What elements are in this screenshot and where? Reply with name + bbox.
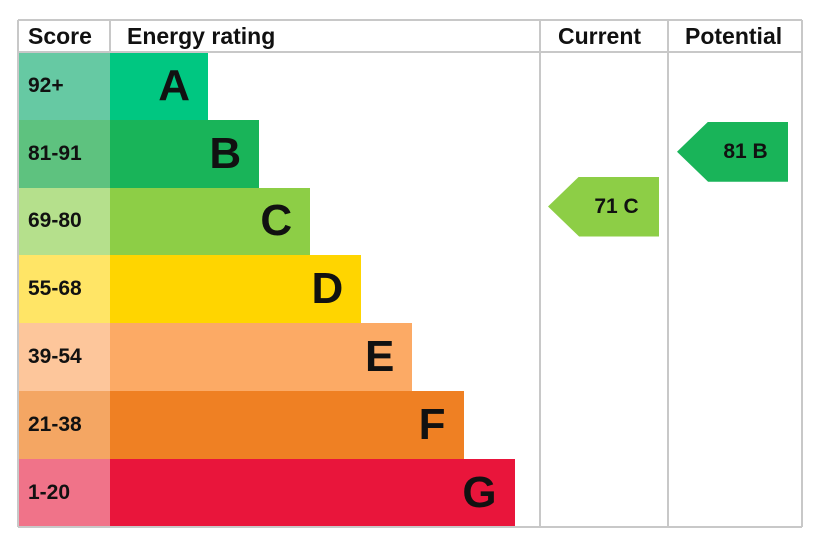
score-range-c: 69-80: [18, 187, 110, 256]
score-range-a: 92+: [18, 52, 110, 120]
score-range-f: 21-38: [18, 391, 110, 459]
rating-bar-b: B: [110, 119, 260, 188]
grid-line: [18, 51, 540, 53]
current-rating-label: 71 C: [594, 194, 639, 218]
grid-line: [17, 20, 19, 527]
header-current: Current: [558, 23, 642, 49]
grid-line: [801, 20, 803, 527]
potential-rating-label: 81 B: [723, 139, 768, 163]
grid-line: [109, 20, 111, 52]
rating-bar-e: E: [110, 323, 413, 391]
score-range-b: 81-91: [18, 119, 110, 188]
header-potential: Potential: [685, 23, 783, 49]
rating-bar-a: A: [110, 52, 208, 120]
header-score: Score: [28, 23, 92, 49]
score-range-e: 39-54: [18, 323, 110, 391]
header-energy-rating: Energy rating: [127, 23, 276, 49]
potential-rating-arrow: 81 B: [677, 121, 788, 182]
grid-line: [18, 526, 802, 528]
score-range-g: 1-20: [18, 458, 110, 527]
rating-bar-c: C: [110, 187, 311, 256]
grid-line: [18, 19, 802, 21]
rating-bar-d: D: [110, 255, 362, 324]
current-rating-arrow: 71 C: [548, 176, 659, 237]
rating-bar-g: G: [110, 458, 515, 527]
rating-bar-f: F: [110, 391, 464, 459]
grid-line: [667, 20, 669, 527]
grid-line: [539, 20, 541, 527]
score-range-d: 55-68: [18, 255, 110, 324]
grid-line: [540, 51, 802, 53]
